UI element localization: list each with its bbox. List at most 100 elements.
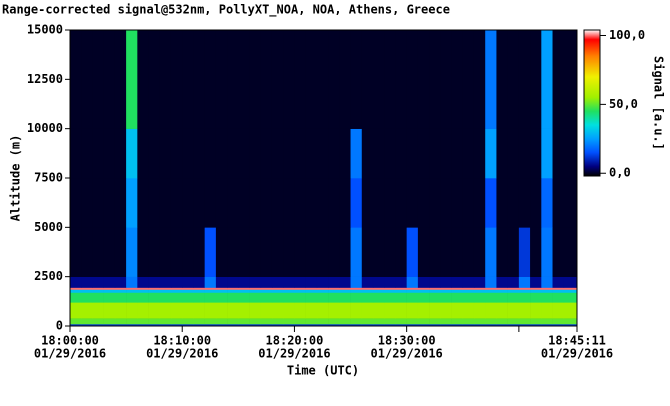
heat-cell xyxy=(361,30,374,129)
heat-cell xyxy=(429,227,441,277)
heat-cell xyxy=(339,318,351,325)
heat-cell xyxy=(103,287,116,290)
heat-cell xyxy=(283,324,295,327)
heat-cell xyxy=(507,128,520,179)
heat-cell xyxy=(294,289,306,293)
heat-cell xyxy=(215,227,228,277)
chart-title: Range-corrected signal@532nm, PollyXT_NO… xyxy=(2,3,450,18)
heat-cell xyxy=(507,276,520,288)
heat-cell xyxy=(507,178,520,228)
heat-cell xyxy=(563,292,576,303)
heat-cell xyxy=(249,30,262,129)
heat-cell xyxy=(507,302,520,319)
heat-cell xyxy=(238,30,250,129)
heat-cell xyxy=(204,178,217,228)
heat-cell xyxy=(384,318,396,325)
heat-cell xyxy=(485,276,497,288)
heat-cell xyxy=(215,302,228,319)
heat-cell xyxy=(92,318,104,325)
heat-cell xyxy=(451,276,464,288)
heat-cell xyxy=(451,287,464,290)
y-tick-label: 2500 xyxy=(34,269,63,283)
heat-cell xyxy=(395,324,407,327)
heat-cell xyxy=(238,128,250,179)
heat-cell xyxy=(328,287,340,290)
heat-cell xyxy=(395,289,407,293)
heat-cell xyxy=(440,324,452,327)
heat-cell xyxy=(271,287,284,290)
heat-cell xyxy=(563,289,576,293)
heat-cell xyxy=(305,128,318,179)
heat-cell xyxy=(294,128,306,179)
heat-cell xyxy=(574,318,578,325)
heat-cell xyxy=(170,324,183,327)
heat-cell xyxy=(70,292,82,303)
heat-cell xyxy=(530,227,542,277)
heat-cell xyxy=(305,289,318,293)
heat-cell xyxy=(204,292,217,303)
heat-cell xyxy=(552,276,565,288)
heat-cell xyxy=(227,292,239,303)
heat-cell xyxy=(339,30,351,129)
heat-cell xyxy=(440,128,452,179)
heat-cell xyxy=(215,178,228,228)
heat-cell xyxy=(552,302,565,319)
heat-cell xyxy=(429,292,441,303)
colorbar-label: Signal [a.u.] xyxy=(652,56,666,150)
heat-cell xyxy=(473,178,486,228)
heat-cell xyxy=(316,324,329,327)
heat-cell xyxy=(271,276,284,288)
heat-cell xyxy=(417,128,430,179)
heat-cell xyxy=(227,227,239,277)
heat-cell xyxy=(574,289,578,293)
heat-cell xyxy=(260,227,273,277)
heat-cell xyxy=(182,128,194,179)
heat-cell xyxy=(103,289,116,293)
heat-cell xyxy=(148,324,161,327)
heat-cell xyxy=(283,287,295,290)
heat-cell xyxy=(328,289,340,293)
heat-cell xyxy=(238,302,250,319)
heat-cell xyxy=(530,287,542,290)
heat-cell xyxy=(137,287,149,290)
heat-cell xyxy=(530,302,542,319)
heat-cell xyxy=(148,302,161,319)
heat-cell xyxy=(81,289,93,293)
heat-cell xyxy=(81,318,93,325)
heat-cell xyxy=(485,128,497,179)
heat-cell xyxy=(81,276,93,288)
heat-cell xyxy=(451,302,464,319)
heat-cell xyxy=(552,289,565,293)
heat-cell xyxy=(182,302,194,319)
heat-cell xyxy=(193,289,205,293)
heat-cell xyxy=(103,30,116,129)
heat-cell xyxy=(204,302,217,319)
heat-cell xyxy=(328,324,340,327)
heat-cell xyxy=(496,276,508,288)
heat-cell xyxy=(429,324,441,327)
heat-cell xyxy=(350,318,363,325)
heat-cell xyxy=(496,302,508,319)
heat-cell xyxy=(126,128,138,179)
heat-cell xyxy=(182,324,194,327)
heat-cell xyxy=(350,30,363,129)
heat-cell xyxy=(114,30,127,129)
x-tick-label: 18:00:00 xyxy=(41,334,99,348)
heat-cell xyxy=(485,227,497,277)
heat-cell xyxy=(395,227,407,277)
heat-cell xyxy=(541,292,553,303)
heat-cell xyxy=(271,302,284,319)
heat-cell xyxy=(305,276,318,288)
heat-cell xyxy=(462,30,475,129)
heat-cell xyxy=(372,289,385,293)
heat-cell xyxy=(249,292,262,303)
heat-cell xyxy=(429,30,441,129)
heat-cell xyxy=(429,178,441,228)
heat-cell xyxy=(316,178,329,228)
heat-cell xyxy=(227,128,239,179)
heat-cell xyxy=(395,302,407,319)
heat-cell xyxy=(260,128,273,179)
heat-cell xyxy=(204,289,217,293)
heat-cell xyxy=(260,178,273,228)
heat-cell xyxy=(473,276,486,288)
